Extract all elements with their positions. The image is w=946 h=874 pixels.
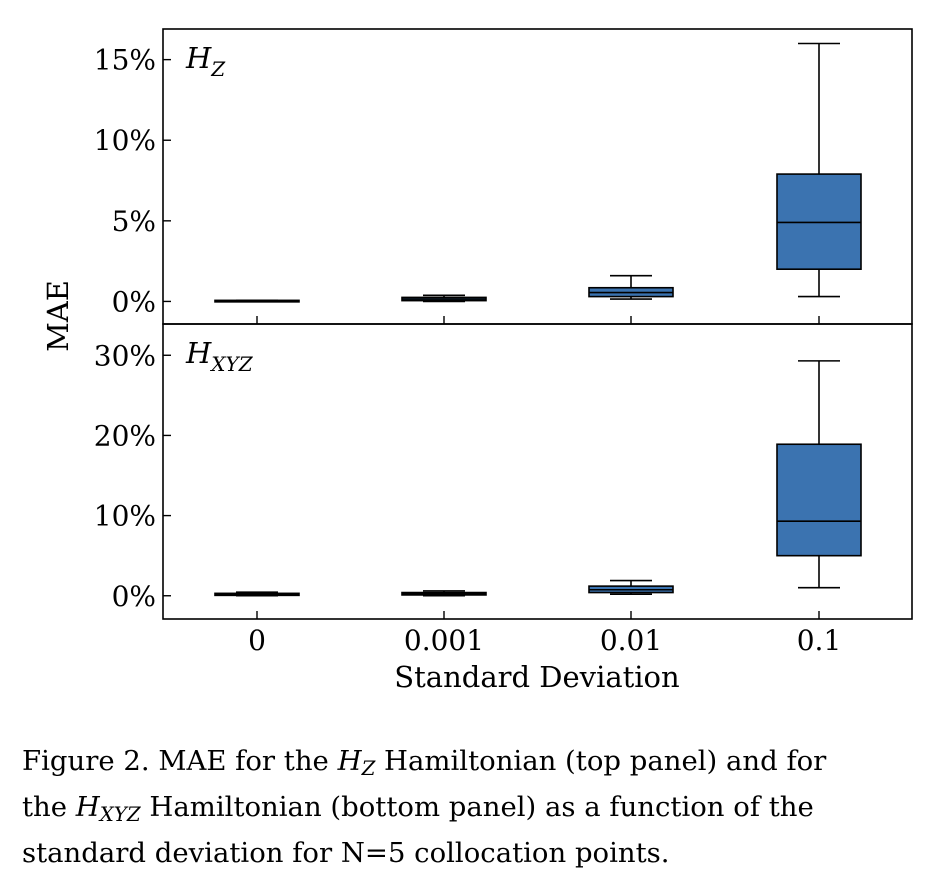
panel-label-symbol: H: [185, 41, 212, 75]
box-0.1: [776, 42, 862, 298]
panel-label-symbol: H: [185, 336, 212, 370]
caption-text: Hamiltonian (top panel) and for: [375, 745, 827, 777]
caption-math-subscript: Z: [361, 756, 376, 780]
figure-caption: Figure 2. MAE for the HZ Hamiltonian (to…: [22, 742, 927, 872]
box-0.1: [776, 360, 862, 589]
chart-panel-1: 0% 5% 10% 15% HZ: [94, 28, 913, 325]
caption-math-symbol: H: [75, 790, 100, 823]
x-tick-label: 0.001: [404, 624, 484, 657]
y-tick-label: 20%: [94, 419, 156, 452]
panel-label: HXYZ: [185, 336, 254, 376]
y-axis-label: MAE: [41, 280, 75, 352]
caption-math-subscript: XYZ: [99, 802, 141, 826]
caption-text: Figure 2. MAE for the: [22, 745, 338, 777]
caption-line-3: standard deviation for N=5 collocation p…: [22, 836, 670, 869]
box-0.01: [588, 579, 674, 595]
y-tick-label: 0%: [112, 285, 156, 318]
caption-math-symbol: H: [337, 745, 362, 777]
panel-label-subscript: XYZ: [209, 352, 253, 376]
panel-label: HZ: [185, 41, 226, 81]
box-0.01: [588, 274, 674, 300]
y-tick-label: 10%: [94, 124, 156, 157]
chart-panel-2: 0% 10% 20% 30% HXYZ: [94, 323, 913, 620]
y-tick-label: 30%: [94, 339, 156, 372]
caption-text: Hamiltonian (bottom panel) as a function…: [140, 790, 814, 823]
caption-line-1: Figure 2. MAE for the HZ Hamiltonian (to…: [22, 742, 927, 788]
box-0: [214, 591, 300, 597]
x-tick-label: 0.01: [600, 624, 662, 657]
y-tick-label: 15%: [94, 44, 156, 77]
box-0.001: [401, 590, 487, 597]
x-axis-label: Standard Deviation: [394, 660, 679, 694]
box-0: [214, 299, 300, 303]
y-tick-label: 10%: [94, 500, 156, 533]
y-tick-label: 5%: [112, 205, 156, 238]
x-tick-label: 0.1: [797, 624, 842, 657]
caption-line-2: the HXYZ Hamiltonian (bottom panel) as a…: [22, 788, 927, 834]
y-tick-label: 0%: [112, 580, 156, 613]
iqr-box: [776, 443, 862, 557]
caption-text: the: [22, 790, 76, 823]
panel-label-subscript: Z: [210, 57, 226, 81]
x-tick-label: 0: [248, 624, 266, 657]
plot-frame: [162, 323, 913, 620]
box-0.001: [401, 294, 487, 303]
iqr-box: [776, 173, 862, 270]
